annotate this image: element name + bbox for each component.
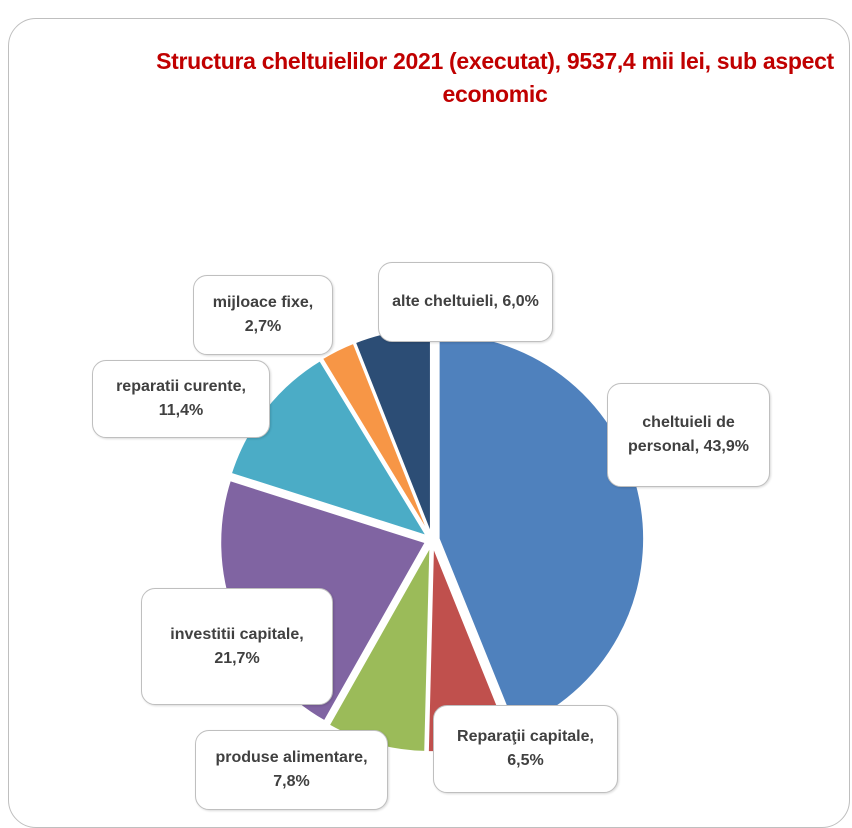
label-text: reparatii curente, 11,4%	[103, 375, 259, 423]
value-label: 21,7%	[214, 649, 260, 667]
category-label: Reparaţii capitale,	[457, 728, 594, 745]
category-label: alte cheltuieli,	[392, 293, 498, 310]
data-label: produse alimentare, 7,8%	[195, 730, 388, 810]
data-label: mijloace fixe, 2,7%	[193, 275, 333, 355]
value-label: 43,9%	[703, 438, 749, 455]
value-label: 2,7%	[244, 318, 282, 335]
label-text: alte cheltuieli, 6,0%	[392, 290, 539, 314]
data-label: alte cheltuieli, 6,0%	[378, 262, 553, 342]
data-label: cheltuieli de personal, 43,9%	[607, 383, 770, 487]
value-label: 11,4%	[158, 402, 204, 419]
label-text: produse alimentare, 7,8%	[206, 746, 377, 794]
category-label: reparatii curente,	[116, 378, 246, 395]
category-label: investitii capitale,	[170, 625, 304, 643]
category-label: produse alimentare,	[215, 749, 368, 766]
category-label: cheltuieli de personal,	[628, 414, 735, 455]
value-label: 6,0%	[502, 293, 539, 310]
label-text: investitii capitale, 21,7%	[152, 623, 322, 671]
data-label: Reparaţii capitale, 6,5%	[433, 705, 618, 793]
pie-slice	[321, 342, 430, 535]
category-label: mijloace fixe,	[212, 294, 314, 311]
label-text: mijloace fixe, 2,7%	[204, 291, 322, 339]
value-label: 6,5%	[507, 752, 544, 769]
label-text: Reparaţii capitale, 6,5%	[444, 725, 607, 773]
value-label: 7,8%	[273, 773, 310, 790]
chart-title: Structura cheltuielilor 2021 (executat),…	[156, 48, 834, 107]
pie-slice	[438, 332, 645, 730]
label-text: cheltuieli de personal, 43,9%	[618, 411, 759, 459]
data-label: reparatii curente, 11,4%	[92, 360, 270, 438]
data-label: investitii capitale, 21,7%	[141, 588, 333, 705]
